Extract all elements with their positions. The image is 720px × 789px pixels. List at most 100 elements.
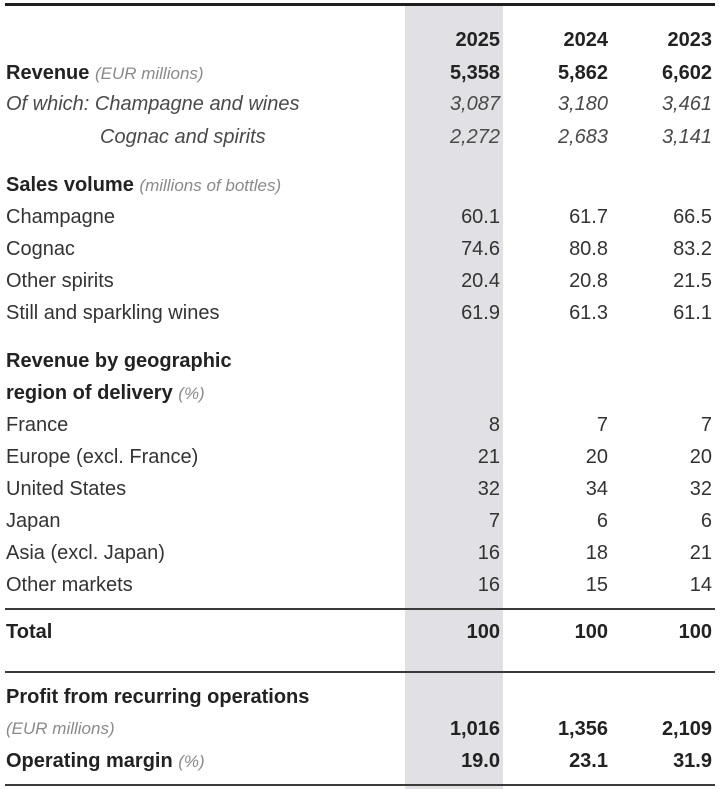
table-row: United States 32 34 32 <box>0 474 720 504</box>
value: 16 <box>477 574 500 596</box>
header-row: 2025 2024 2023 <box>0 25 720 55</box>
value: 3,461 <box>661 93 712 115</box>
divider <box>5 671 715 673</box>
value: 7 <box>700 414 712 436</box>
bottom-rule <box>5 784 715 786</box>
row-label: Europe (excl. France) <box>6 446 199 468</box>
value: 5,862 <box>557 62 608 84</box>
revenue-row: Revenue (EUR millions) 5,358 5,862 6,602 <box>0 58 720 88</box>
value: 61.3 <box>569 302 608 324</box>
table-row: Still and sparkling wines 61.9 61.3 61.1 <box>0 298 720 328</box>
row-label: Other spirits <box>6 270 114 292</box>
year-2025: 2025 <box>455 29 501 51</box>
table-row: Japan 7 6 6 <box>0 506 720 536</box>
value: 32 <box>689 478 712 500</box>
row-unit: (%) <box>178 752 205 771</box>
value: 20 <box>585 446 608 468</box>
margin-row: Operating margin (%) 19.0 23.1 31.9 <box>0 746 720 776</box>
year-2024: 2024 <box>563 29 609 51</box>
row-label: Other markets <box>6 574 133 596</box>
value: 80.8 <box>569 238 608 260</box>
value: 3,180 <box>557 93 608 115</box>
revenue-label: Revenue <box>6 62 90 84</box>
geo-heading-line1: Revenue by geographic <box>0 346 720 376</box>
value: 14 <box>689 574 712 596</box>
value: 74.6 <box>461 238 500 260</box>
row-label: Cognac <box>6 238 75 260</box>
table-row: Other spirits 20.4 20.8 21.5 <box>0 266 720 296</box>
value: 3,141 <box>661 126 712 148</box>
value: 83.2 <box>673 238 712 260</box>
table-row: Asia (excl. Japan) 16 18 21 <box>0 538 720 568</box>
row-label: Cognac and spirits <box>100 126 266 148</box>
value: 5,358 <box>449 62 500 84</box>
revenue-unit: (EUR millions) <box>94 64 204 83</box>
champagne-wines-row: Of which: Champagne and wines 3,087 3,18… <box>0 89 720 119</box>
section-unit: (millions of bottles) <box>139 176 282 195</box>
row-unit: (EUR millions) <box>6 719 115 738</box>
cognac-spirits-row: Cognac and spirits 2,272 2,683 3,141 <box>0 122 720 152</box>
divider <box>5 608 715 610</box>
value: 21 <box>689 542 712 564</box>
value: 20.4 <box>461 270 500 292</box>
top-rule <box>5 3 715 6</box>
profit-row: (EUR millions) 1,016 1,356 2,109 <box>0 714 720 744</box>
value: 3,087 <box>449 93 500 115</box>
value: 61.1 <box>673 302 712 324</box>
value: 15 <box>585 574 608 596</box>
value: 61.7 <box>569 206 608 228</box>
value: 100 <box>574 621 608 643</box>
value: 1,016 <box>449 718 500 740</box>
profit-heading: Profit from recurring operations <box>0 682 720 712</box>
value: 23.1 <box>569 750 608 772</box>
value: 7 <box>596 414 608 436</box>
row-label: Champagne <box>6 206 115 228</box>
value: 2,683 <box>557 126 608 148</box>
table-row: France 8 7 7 <box>0 410 720 440</box>
row-label: Of which: Champagne and wines <box>6 93 300 115</box>
row-label: Operating margin <box>6 750 173 772</box>
value: 2,109 <box>661 718 712 740</box>
geo-heading-line2: region of delivery (%) <box>0 378 720 408</box>
value: 16 <box>477 542 500 564</box>
value: 100 <box>678 621 712 643</box>
value: 31.9 <box>673 750 712 772</box>
row-label: France <box>6 414 69 436</box>
row-label: Still and sparkling wines <box>6 302 220 324</box>
table-row: Cognac 74.6 80.8 83.2 <box>0 234 720 264</box>
value: 8 <box>488 414 500 436</box>
row-label: Asia (excl. Japan) <box>6 542 165 564</box>
sales-volume-heading: Sales volume (millions of bottles) <box>0 170 720 200</box>
section-title: region of delivery <box>6 382 173 404</box>
value: 18 <box>585 542 608 564</box>
table-row: Champagne 60.1 61.7 66.5 <box>0 202 720 232</box>
value: 21.5 <box>673 270 712 292</box>
row-label: Japan <box>6 510 61 532</box>
value: 21 <box>477 446 500 468</box>
value: 1,356 <box>557 718 608 740</box>
value: 66.5 <box>673 206 712 228</box>
value: 19.0 <box>461 750 500 772</box>
highlighted-column-2025 <box>405 5 503 789</box>
value: 100 <box>466 621 500 643</box>
value: 34 <box>585 478 608 500</box>
section-title: Sales volume <box>6 174 134 196</box>
value: 6,602 <box>661 62 712 84</box>
section-unit: (%) <box>178 384 205 403</box>
value: 6 <box>700 510 712 532</box>
value: 2,272 <box>449 126 500 148</box>
section-title: Revenue by geographic <box>6 350 232 372</box>
value: 6 <box>596 510 608 532</box>
value: 32 <box>477 478 500 500</box>
value: 61.9 <box>461 302 500 324</box>
row-label: Profit from recurring operations <box>6 686 310 708</box>
total-row: Total 100 100 100 <box>0 617 720 647</box>
value: 7 <box>488 510 500 532</box>
value: 60.1 <box>461 206 500 228</box>
value: 20 <box>689 446 712 468</box>
year-2023: 2023 <box>667 29 713 51</box>
table-row: Europe (excl. France) 21 20 20 <box>0 442 720 472</box>
table-row: Other markets 16 15 14 <box>0 570 720 600</box>
value: 20.8 <box>569 270 608 292</box>
row-label: Total <box>6 621 53 643</box>
